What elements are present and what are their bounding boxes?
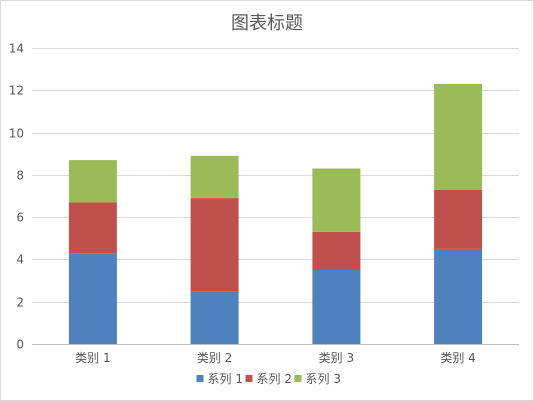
y-tick-label: 4 [16, 253, 24, 267]
legend-swatch [196, 375, 204, 382]
y-tick-label: 12 [9, 84, 24, 98]
bar-segment [190, 155, 239, 199]
legend-item: 系列 1 [196, 372, 243, 386]
legend: 系列 1 系列 2 系列 3 [196, 372, 341, 386]
y-tick-label: 2 [16, 296, 24, 310]
bar-segment [68, 253, 117, 344]
bar-segment [190, 291, 239, 344]
x-axis-labels: 类别 1 类别 2 类别 3 类别 4 [75, 351, 476, 365]
bar-segment [434, 189, 483, 249]
y-tick-label: 10 [9, 127, 24, 141]
bar-segment [68, 160, 117, 203]
bars-layer [68, 83, 483, 344]
bar-segment [312, 270, 361, 344]
y-tick-label: 14 [9, 42, 24, 56]
legend-swatch [245, 375, 253, 382]
legend-label: 系列 3 [306, 372, 341, 386]
y-tick-label: 0 [16, 338, 24, 352]
bar-segment [68, 202, 117, 253]
x-tick-label: 类别 4 [440, 351, 475, 365]
bar-segment [434, 248, 483, 344]
y-tick-label: 6 [16, 211, 24, 225]
legend-item: 系列 3 [294, 372, 341, 386]
x-tick-label: 类别 3 [319, 351, 354, 365]
legend-item: 系列 2 [245, 372, 292, 386]
bar-segment [190, 198, 239, 292]
x-tick-label: 类别 1 [75, 351, 110, 365]
legend-label: 系列 2 [257, 372, 292, 386]
bar-segment [312, 168, 361, 232]
legend-label: 系列 1 [208, 372, 243, 386]
legend-swatch [294, 375, 302, 382]
x-tick-label: 类别 2 [197, 351, 232, 365]
bar-segment [312, 231, 361, 270]
y-tick-label: 8 [16, 169, 24, 183]
chart-title: 图表标题 [231, 13, 303, 34]
bar-segment [434, 83, 483, 190]
